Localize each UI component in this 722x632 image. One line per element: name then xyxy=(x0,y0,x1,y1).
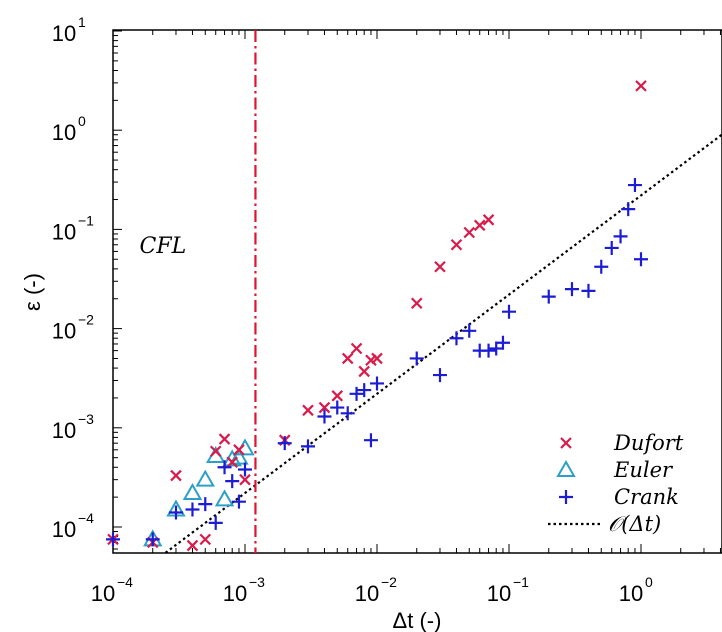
point-crank xyxy=(495,335,510,350)
x-tick-label: 10 xyxy=(487,581,511,606)
plot-area xyxy=(112,29,722,554)
point-crank xyxy=(370,376,384,391)
point-dufort xyxy=(226,456,238,468)
point-crank xyxy=(330,400,345,415)
point-dufort xyxy=(218,433,231,445)
point-crank xyxy=(208,515,223,530)
point-crank xyxy=(613,229,628,244)
point-dufort xyxy=(331,390,344,402)
point-crank xyxy=(502,304,516,319)
y-tick-exponent: −2 xyxy=(78,312,94,328)
point-dufort xyxy=(473,219,486,232)
y-tick-exponent: −1 xyxy=(78,212,94,228)
x-tick-exponent: −4 xyxy=(117,574,133,590)
point-crank xyxy=(594,259,609,274)
legend-label-euler: Euler xyxy=(613,458,674,482)
point-dufort xyxy=(371,352,383,365)
point-crank xyxy=(217,460,232,475)
point-dufort xyxy=(350,342,363,355)
point-crank xyxy=(168,505,183,520)
point-dufort xyxy=(463,226,476,239)
y-tick-exponent: 0 xyxy=(78,113,86,129)
legend-marker-dufort xyxy=(560,437,572,449)
x-tick-exponent: −2 xyxy=(381,574,397,590)
x-tick-label: 10 xyxy=(355,581,379,606)
point-dufort xyxy=(186,539,199,552)
point-crank xyxy=(604,240,619,255)
y-tick-label: 10 xyxy=(52,219,76,244)
point-dufort xyxy=(199,533,212,546)
point-dufort xyxy=(358,365,370,378)
point-crank xyxy=(621,202,636,217)
point-crank xyxy=(317,409,332,424)
point-crank xyxy=(277,436,292,451)
y-axis-label: ε (-) xyxy=(20,273,45,311)
point-crank xyxy=(409,351,424,366)
legend-label-crank: Crank xyxy=(614,485,679,509)
point-crank xyxy=(185,502,200,517)
y-tick-exponent: 1 xyxy=(78,14,86,30)
point-dufort xyxy=(209,445,222,458)
x-tick-label: 10 xyxy=(223,581,247,606)
y-tick-label: 10 xyxy=(52,21,76,46)
point-crank xyxy=(564,282,579,297)
legend: Dufort Euler Crank 𝒪(Δt) xyxy=(548,431,684,536)
data-points xyxy=(106,80,648,552)
point-crank xyxy=(198,497,213,512)
x-tick-exponent: −3 xyxy=(249,574,265,590)
point-crank xyxy=(627,178,642,193)
legend-marker-crank xyxy=(559,490,573,504)
x-tick-exponent: −1 xyxy=(513,574,529,590)
point-crank xyxy=(634,252,648,267)
legend-marker-euler xyxy=(556,459,576,477)
point-crank xyxy=(145,532,160,547)
point-dufort xyxy=(482,214,495,226)
point-dufort xyxy=(635,80,647,92)
point-crank xyxy=(106,532,120,547)
point-crank xyxy=(225,474,240,489)
point-dufort xyxy=(239,473,251,486)
point-euler xyxy=(195,469,215,487)
point-dufort xyxy=(450,238,463,251)
y-tick-label: 10 xyxy=(52,418,76,443)
point-crank xyxy=(349,386,364,401)
point-crank xyxy=(357,383,372,398)
point-crank xyxy=(581,283,596,298)
point-crank xyxy=(340,406,355,421)
point-dufort xyxy=(170,469,182,482)
y-tick-label: 10 xyxy=(52,319,76,344)
point-dufort xyxy=(233,444,245,456)
point-dufort xyxy=(318,401,331,414)
point-dufort xyxy=(410,297,423,310)
x-tick-label: 10 xyxy=(619,581,643,606)
point-dufort xyxy=(434,260,446,273)
point-crank xyxy=(462,323,477,338)
y-tick-label: 10 xyxy=(52,517,76,542)
x-tick-label: 10 xyxy=(91,581,115,606)
legend-label-dufort: Dufort xyxy=(613,431,684,455)
point-crank xyxy=(449,331,464,346)
cfl-annotation: CFL xyxy=(140,234,187,259)
point-crank xyxy=(238,462,252,477)
point-crank xyxy=(541,289,556,304)
y-tick-exponent: −4 xyxy=(78,510,94,526)
x-axis-label: Δt (-) xyxy=(393,608,442,632)
axis-ticks xyxy=(112,30,721,553)
x-tick-exponent: 0 xyxy=(645,574,653,590)
point-dufort xyxy=(302,404,314,417)
point-dufort xyxy=(341,352,354,365)
point-euler xyxy=(229,447,249,465)
point-euler xyxy=(214,489,235,507)
tick-labels: 10 −4 10 −3 10 −2 10 −1 10 010 −410 −310 −210 −110 010… xyxy=(52,14,653,606)
point-euler xyxy=(182,483,203,501)
point-crank xyxy=(363,433,378,448)
legend-label-reference: 𝒪(Δt) xyxy=(608,512,661,536)
y-tick-exponent: −3 xyxy=(78,411,94,427)
point-crank xyxy=(481,343,496,358)
point-crank xyxy=(432,368,447,383)
y-tick-label: 10 xyxy=(52,120,76,145)
point-crank xyxy=(231,494,246,509)
point-crank xyxy=(300,439,315,454)
